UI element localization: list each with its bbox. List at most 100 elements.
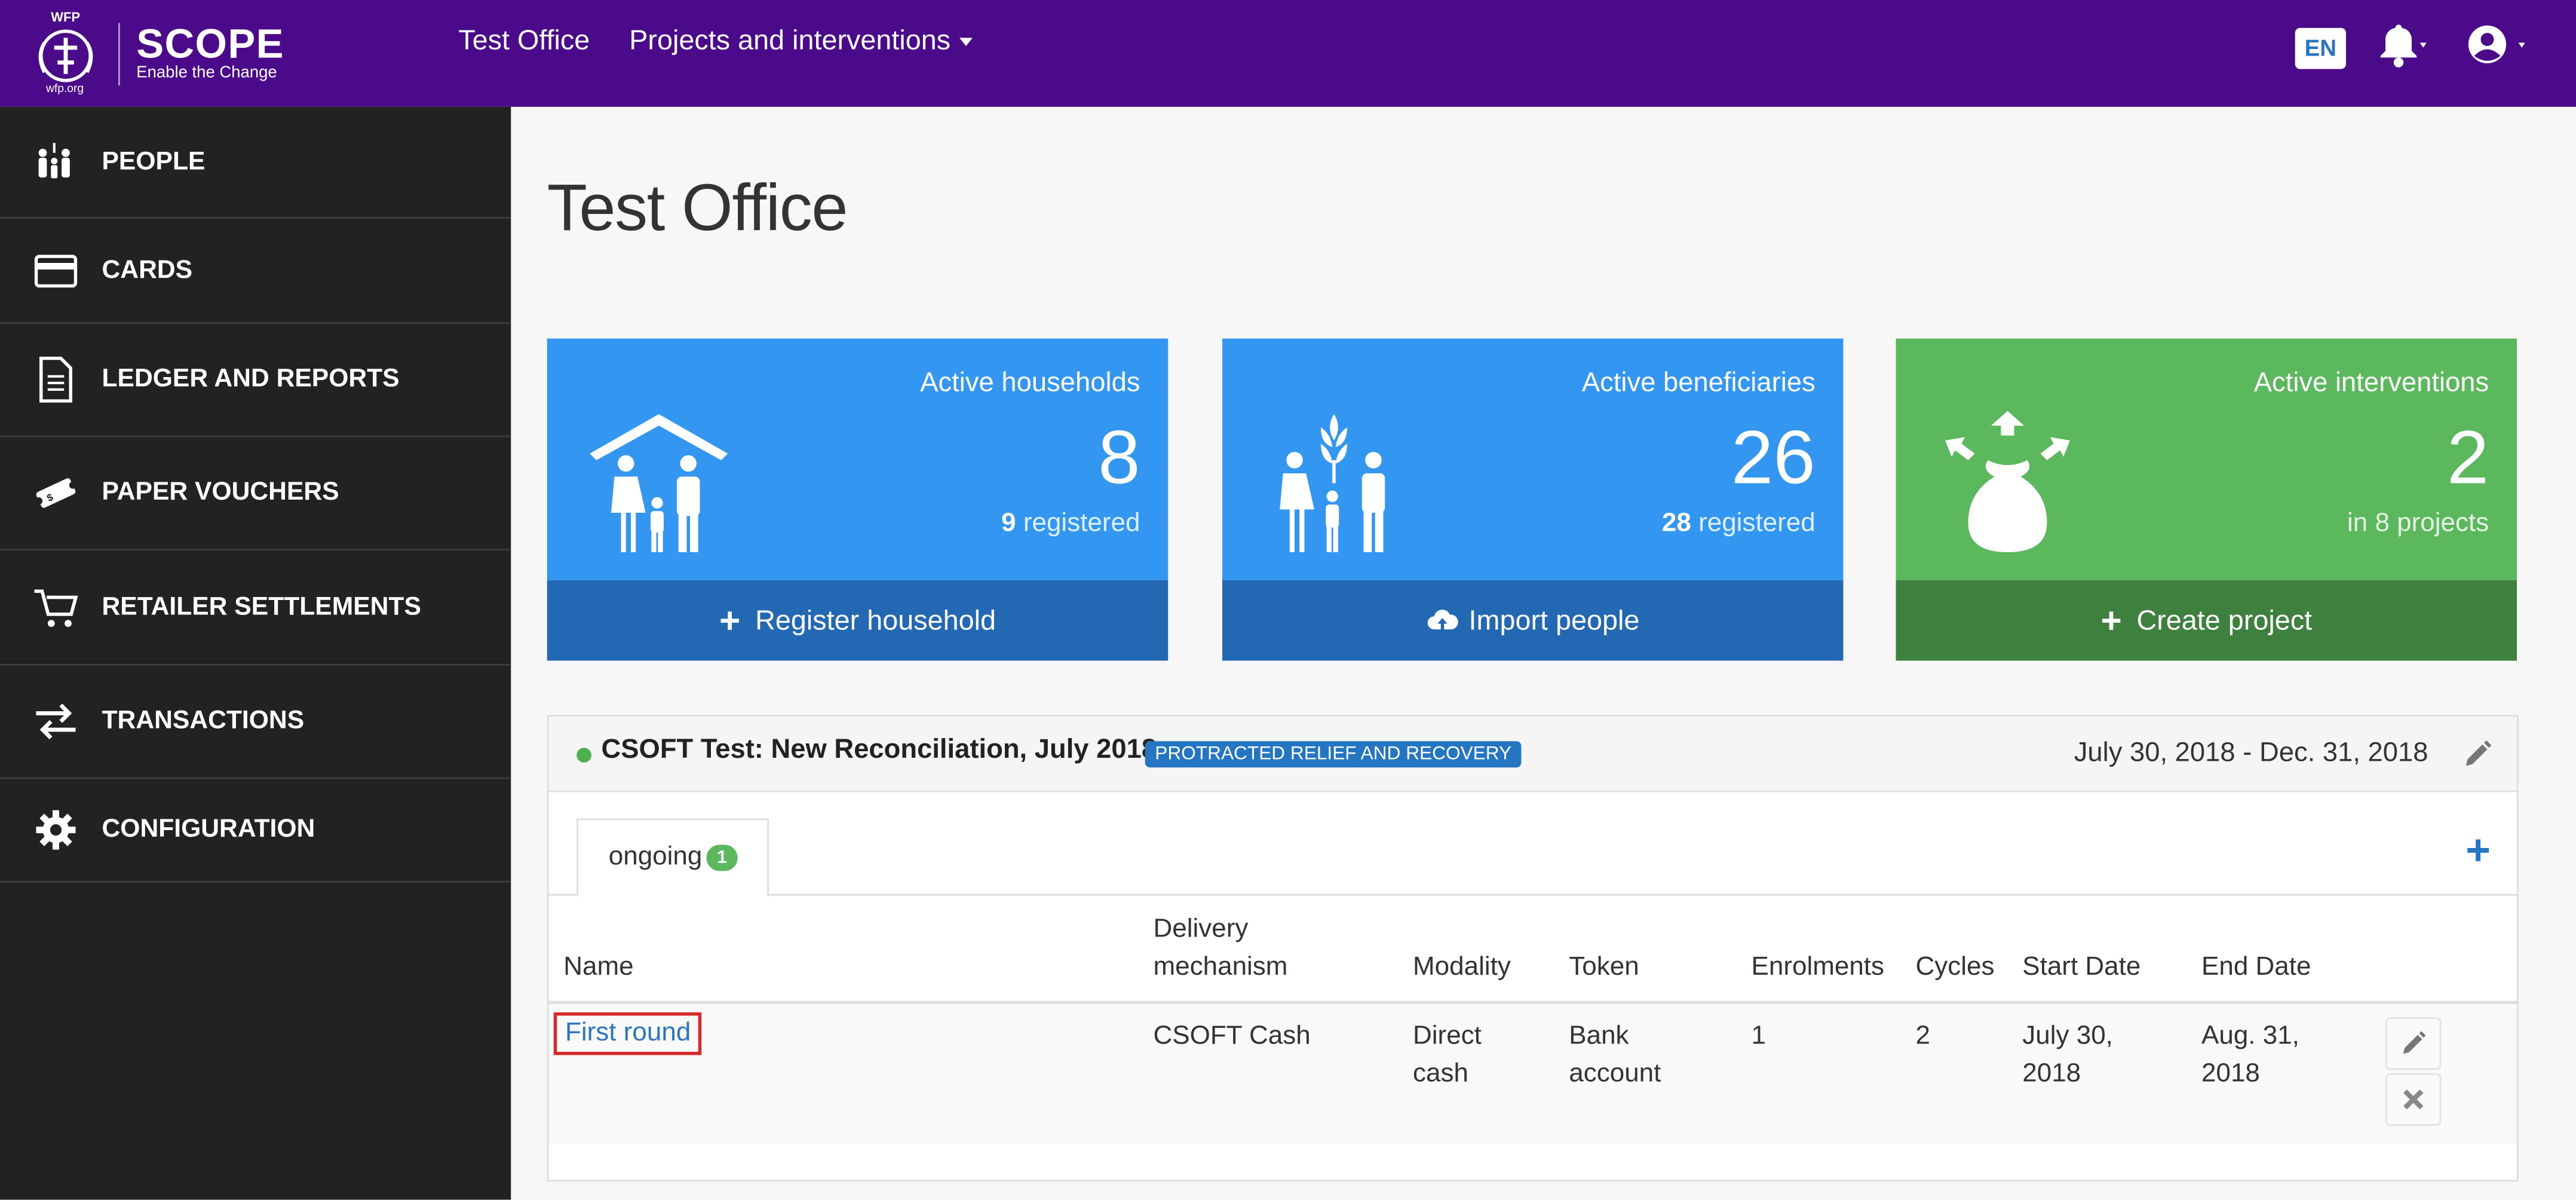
delete-intervention-button[interactable] [2385, 1073, 2442, 1126]
plus-icon: + [2100, 599, 2122, 641]
project-type-badge: PROTRACTED RELIEF AND RECOVERY [1145, 741, 1522, 768]
scope-logo[interactable]: WFP wfp.org SCOPE Enable the Change [30, 10, 284, 99]
wfp-label: WFP [51, 10, 81, 25]
tab-ongoing[interactable]: ongoing 1 [576, 818, 769, 898]
cell-token-line2: account [1569, 1060, 1661, 1088]
bell-icon [2380, 25, 2427, 68]
logo-divider [118, 23, 120, 85]
add-intervention-button[interactable]: + [2465, 825, 2491, 876]
cell-modality-line2: cash [1413, 1060, 1468, 1088]
stat-value: 8 [1098, 414, 1140, 500]
sidebar-item-ledger-reports[interactable]: LEDGER AND REPORTS [0, 324, 511, 437]
stat-card-interventions: Active interventions 2 in 8 projects + Cr… [1896, 338, 2517, 661]
stat-subtext: 9 registered [1001, 510, 1140, 540]
sidebar-item-configuration[interactable]: CONFIGURATION [0, 779, 511, 883]
sidebar-item-cards[interactable]: CARDS [0, 219, 511, 324]
sidebar-item-retailer-settlements[interactable]: RETAILER SETTLEMENTS [0, 550, 511, 666]
stat-sub-number: 9 [1001, 509, 1016, 538]
cell-token-line1: Bank [1569, 1022, 1629, 1051]
sidebar-item-label: TRANSACTIONS [102, 706, 305, 735]
stat-subtext: 28 registered [1662, 510, 1816, 540]
sidebar-item-people[interactable]: PEOPLE [0, 107, 511, 219]
household-icon [590, 411, 728, 564]
nav-projects-dropdown[interactable]: Projects and interventions [629, 25, 972, 57]
sidebar-item-label: PEOPLE [102, 147, 206, 175]
stat-sub-label: registered [1023, 509, 1140, 538]
col-header-token: Token [1569, 953, 1639, 981]
cell-cycles: 2 [1915, 1022, 1930, 1051]
create-project-button[interactable]: + Create project [1896, 580, 2517, 661]
cell-end-line2: 2018 [2201, 1060, 2260, 1088]
sidebar-item-transactions[interactable]: TRANSACTIONS [0, 666, 511, 779]
tab-count-badge: 1 [707, 844, 737, 871]
col-header-delivery: Delivery mechanism [1154, 911, 1288, 987]
beneficiaries-icon [1265, 411, 1403, 571]
tab-divider [548, 894, 2517, 896]
transfer-arrows-icon [33, 699, 79, 745]
edit-project-button[interactable] [2462, 740, 2492, 777]
cart-icon [33, 584, 79, 630]
sidebar-item-label: CARDS [102, 255, 193, 284]
tab-label: ongoing [608, 843, 703, 871]
plus-icon: + [719, 599, 741, 641]
stat-sub-number: 28 [1661, 509, 1691, 538]
sidebar-item-label: RETAILER SETTLEMENTS [102, 592, 421, 621]
sidebar-item-paper-vouchers[interactable]: $ PAPER VOUCHERS [0, 437, 511, 551]
cell-end-line1: Aug. 31, [2201, 1022, 2299, 1051]
card-icon [33, 247, 79, 293]
intervention-link[interactable]: First round [553, 1012, 703, 1055]
people-icon [33, 139, 79, 185]
sidebar-item-label: LEDGER AND REPORTS [102, 365, 400, 393]
user-menu-dropdown[interactable] [2466, 22, 2532, 79]
cell-start-date: July 30, 2018 [2022, 1017, 2113, 1093]
cell-start-line2: 2018 [2022, 1060, 2081, 1088]
action-label: Create project [2136, 604, 2313, 635]
stat-title: Active beneficiaries [1581, 368, 1816, 398]
import-people-button[interactable]: Import people [1222, 580, 1844, 661]
stat-subtext: in 8 projects [2347, 509, 2489, 538]
page-title: Test Office [547, 172, 848, 245]
top-navbar: WFP wfp.org SCOPE Enable the Change Test… [0, 0, 2576, 107]
sidebar-item-label: PAPER VOUCHERS [102, 478, 339, 506]
nav-office-link[interactable]: Test Office [458, 25, 590, 56]
cell-modality-line1: Direct [1413, 1022, 1482, 1051]
project-header: CSOFT Test: New Reconciliation, July 201… [548, 717, 2517, 792]
stat-title: Active households [920, 368, 1140, 398]
col-header-start-date: Start Date [2022, 953, 2141, 981]
user-circle-icon [2468, 25, 2525, 63]
cell-token: Bank account [1569, 1017, 1661, 1093]
register-household-button[interactable]: + Register household [547, 580, 1169, 661]
cell-end-date: Aug. 31, 2018 [2201, 1017, 2299, 1093]
table-header-divider [548, 1000, 2517, 1005]
main-content: Test Office Active households 8 9 regist… [511, 107, 2576, 1200]
project-name[interactable]: CSOFT Test: New Reconciliation, July 201… [601, 734, 1157, 764]
stat-value: 26 [1731, 414, 1816, 500]
pencil-icon [2465, 740, 2492, 766]
stat-value: 2 [2446, 414, 2489, 500]
col-header-cycles: Cycles [1915, 953, 1995, 981]
col-header-enrolments: Enrolments [1751, 953, 1885, 981]
chevron-down-icon [958, 38, 972, 47]
sidebar: PEOPLE CARDS LEDGER AND REPORTS $ PAPER … [0, 106, 511, 1200]
stat-sub-label: registered [1698, 509, 1816, 538]
brand-name: SCOPE [136, 21, 284, 68]
nav-projects-label: Projects and interventions [629, 25, 951, 56]
table-row [548, 1004, 2517, 1144]
voucher-icon: $ [33, 470, 79, 516]
stat-title: Active interventions [2253, 368, 2489, 398]
action-label: Register household [755, 604, 996, 635]
col-header-delivery-line2: mechanism [1153, 953, 1288, 981]
col-header-name: Name [563, 953, 634, 981]
close-icon [2403, 1089, 2424, 1110]
cell-start-line1: July 30, [2022, 1022, 2113, 1051]
status-dot-icon [576, 748, 591, 763]
wfp-emblem-icon: WFP wfp.org [30, 10, 109, 99]
cell-modality: Direct cash [1413, 1017, 1482, 1093]
stat-card-beneficiaries: Active beneficiaries 26 28 registered Im… [1222, 338, 1844, 661]
language-selector[interactable]: EN [2295, 27, 2346, 69]
notifications-dropdown[interactable] [2377, 22, 2433, 79]
col-header-delivery-line1: Delivery [1153, 915, 1249, 944]
edit-intervention-button[interactable] [2385, 1017, 2442, 1070]
gear-icon [33, 807, 79, 853]
brand-tagline: Enable the Change [136, 64, 277, 82]
